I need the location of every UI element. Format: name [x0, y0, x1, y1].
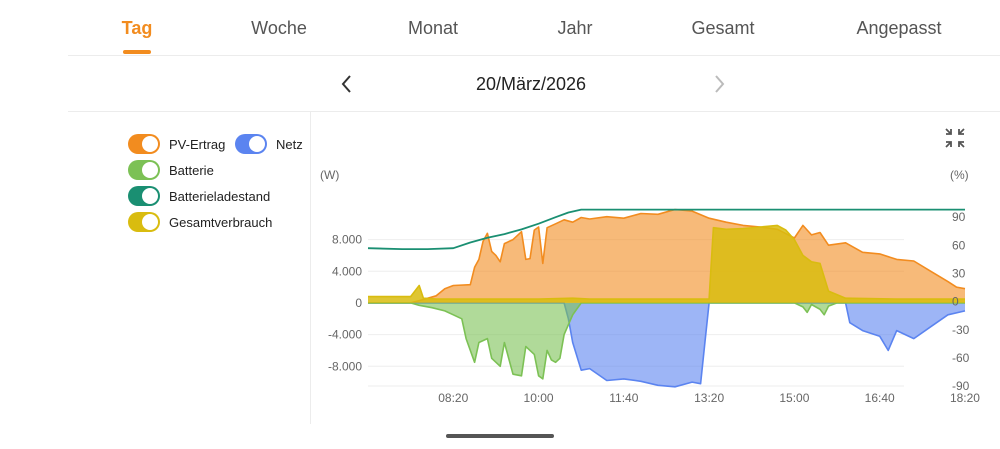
toggle-switch[interactable] — [128, 134, 160, 154]
y-left-tick-label: 4.000 — [332, 264, 362, 278]
date-navigation: 20/März/2026 — [68, 56, 1000, 112]
gesamtverbrauch-line — [368, 224, 965, 300]
legend-toggle-batterieladestand[interactable]: Batterieladestand — [128, 186, 270, 206]
selected-date: 20/März/2026 — [475, 74, 587, 94]
legend-label: PV-Ertrag — [169, 136, 226, 152]
y-right-tick-label: -30 — [952, 323, 970, 337]
x-tick-label: 13:20 — [694, 391, 724, 405]
toggle-switch[interactable] — [128, 160, 160, 180]
x-tick-label: 08:20 — [438, 391, 468, 405]
netz-line — [368, 302, 966, 388]
y-right-unit: (%) — [950, 168, 969, 182]
pv-ertrag-line — [368, 208, 966, 304]
tab-gesamt[interactable]: Gesamt — [691, 18, 755, 38]
legend-toggle-batterie[interactable]: Batterie — [128, 160, 214, 180]
y-right-tick-label: 90 — [952, 210, 966, 224]
toggle-switch[interactable] — [235, 134, 267, 154]
toggle-switch[interactable] — [128, 212, 160, 232]
x-tick-label: 15:00 — [779, 391, 809, 405]
tab-angepasst[interactable]: Angepasst — [856, 18, 942, 38]
home-indicator — [446, 434, 554, 438]
tab-tag[interactable]: Tag — [121, 18, 153, 38]
panel-divider — [310, 112, 311, 424]
legend-toggle-gesamtverbrauch[interactable]: Gesamtverbrauch — [128, 212, 272, 232]
collapse-arrows-icon[interactable] — [943, 126, 967, 150]
gesamtverbrauch-area — [368, 225, 965, 303]
chevron-right-icon[interactable] — [708, 72, 730, 96]
legend-label: Netz — [276, 136, 303, 152]
y-left-tick-label: -4.000 — [328, 328, 362, 342]
x-tick-label: 16:40 — [865, 391, 895, 405]
y-left-tick-label: -8.000 — [328, 359, 362, 373]
legend-label: Gesamtverbrauch — [169, 214, 273, 230]
y-left-tick-label: 8.000 — [332, 233, 362, 247]
legend-label: Batterie — [169, 162, 214, 178]
active-tab-underline — [123, 50, 151, 54]
tab-monat[interactable]: Monat — [407, 18, 459, 38]
pv-ertrag-area — [368, 209, 965, 303]
batterie-line — [368, 302, 965, 380]
netz-area — [368, 302, 965, 387]
tab-jahr[interactable]: Jahr — [557, 18, 593, 38]
axis-ticks: 8.000 4.000 0 -4.000 -8.000 90 60 30 0 -30 -60 -90 0… — [328, 210, 980, 405]
y-left-unit: (W) — [320, 168, 339, 182]
y-right-tick-label: 30 — [952, 267, 966, 281]
y-right-tick-label: -60 — [952, 351, 970, 365]
legend-toggle-netz[interactable]: Netz — [235, 134, 303, 154]
y-right-tick-label: 60 — [952, 238, 966, 252]
y-right-tick-label: 0 — [952, 295, 959, 309]
chevron-left-icon[interactable] — [336, 72, 358, 96]
tab-woche[interactable]: Woche — [251, 18, 307, 38]
x-tick-label: 18:20 — [950, 391, 980, 405]
batterieladestand-line — [367, 208, 965, 250]
y-left-tick-label: 0 — [355, 296, 362, 310]
period-tabs: Tag Woche Monat Jahr Gesamt Angepasst — [68, 0, 1000, 56]
y-right-tick-label: -90 — [952, 379, 970, 393]
chart-series — [367, 208, 966, 388]
legend-toggle-pv-ertrag[interactable]: PV-Ertrag — [128, 134, 225, 154]
legend-label: Batterieladestand — [169, 188, 271, 204]
toggle-switch[interactable] — [128, 186, 160, 206]
x-tick-label: 10:00 — [524, 391, 554, 405]
x-tick-label: 11:40 — [609, 391, 638, 405]
batterie-area — [368, 302, 965, 379]
